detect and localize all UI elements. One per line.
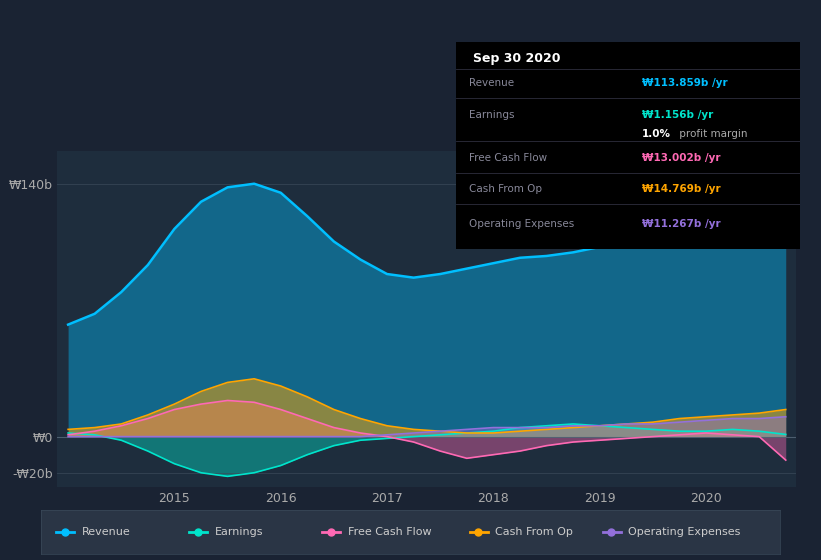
Text: ₩13.002b /yr: ₩13.002b /yr [642,153,720,163]
Text: Sep 30 2020: Sep 30 2020 [473,53,561,66]
Text: Cash From Op: Cash From Op [470,184,543,194]
Text: ₩14.769b /yr: ₩14.769b /yr [642,184,721,194]
Text: Earnings: Earnings [215,527,264,537]
Text: Revenue: Revenue [82,527,131,537]
Text: ₩113.859b /yr: ₩113.859b /yr [642,78,727,88]
Text: 1.0%: 1.0% [642,129,671,139]
Text: profit margin: profit margin [677,129,748,139]
Text: Cash From Op: Cash From Op [496,527,573,537]
Text: Free Cash Flow: Free Cash Flow [348,527,431,537]
Text: Operating Expenses: Operating Expenses [629,527,741,537]
Text: ₩11.267b /yr: ₩11.267b /yr [642,220,721,230]
Text: Revenue: Revenue [470,78,515,88]
Text: ₩1.156b /yr: ₩1.156b /yr [642,110,713,119]
Text: Operating Expenses: Operating Expenses [470,220,575,230]
Text: Earnings: Earnings [470,110,515,119]
Text: Free Cash Flow: Free Cash Flow [470,153,548,163]
